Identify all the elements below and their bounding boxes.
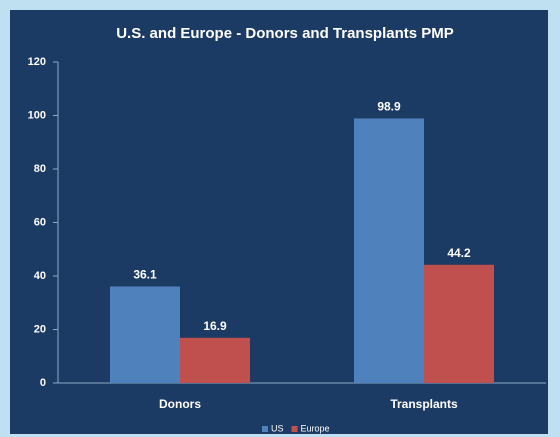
x-tick-label: Donors bbox=[159, 397, 201, 411]
y-tick-label: 120 bbox=[28, 56, 46, 68]
bar bbox=[354, 118, 424, 383]
data-label: 16.9 bbox=[203, 319, 227, 333]
y-tick-label: 60 bbox=[34, 216, 46, 228]
legend-label: US bbox=[271, 423, 284, 433]
legend-label: Europe bbox=[301, 423, 330, 433]
bar bbox=[110, 286, 180, 383]
x-tick-label: Transplants bbox=[390, 397, 458, 411]
y-tick-label: 0 bbox=[40, 377, 46, 389]
y-tick-label: 100 bbox=[28, 109, 46, 121]
data-label: 36.1 bbox=[133, 268, 157, 282]
data-label: 44.2 bbox=[447, 246, 471, 260]
legend-swatch bbox=[262, 426, 268, 432]
data-label: 98.9 bbox=[377, 100, 401, 114]
y-tick-label: 80 bbox=[34, 163, 46, 175]
y-tick-label: 40 bbox=[34, 270, 46, 282]
bar bbox=[180, 337, 250, 383]
chart-title: U.S. and Europe - Donors and Transplants… bbox=[116, 25, 454, 42]
y-tick-label: 20 bbox=[34, 323, 46, 335]
bar bbox=[424, 264, 494, 383]
legend-swatch bbox=[291, 426, 298, 432]
